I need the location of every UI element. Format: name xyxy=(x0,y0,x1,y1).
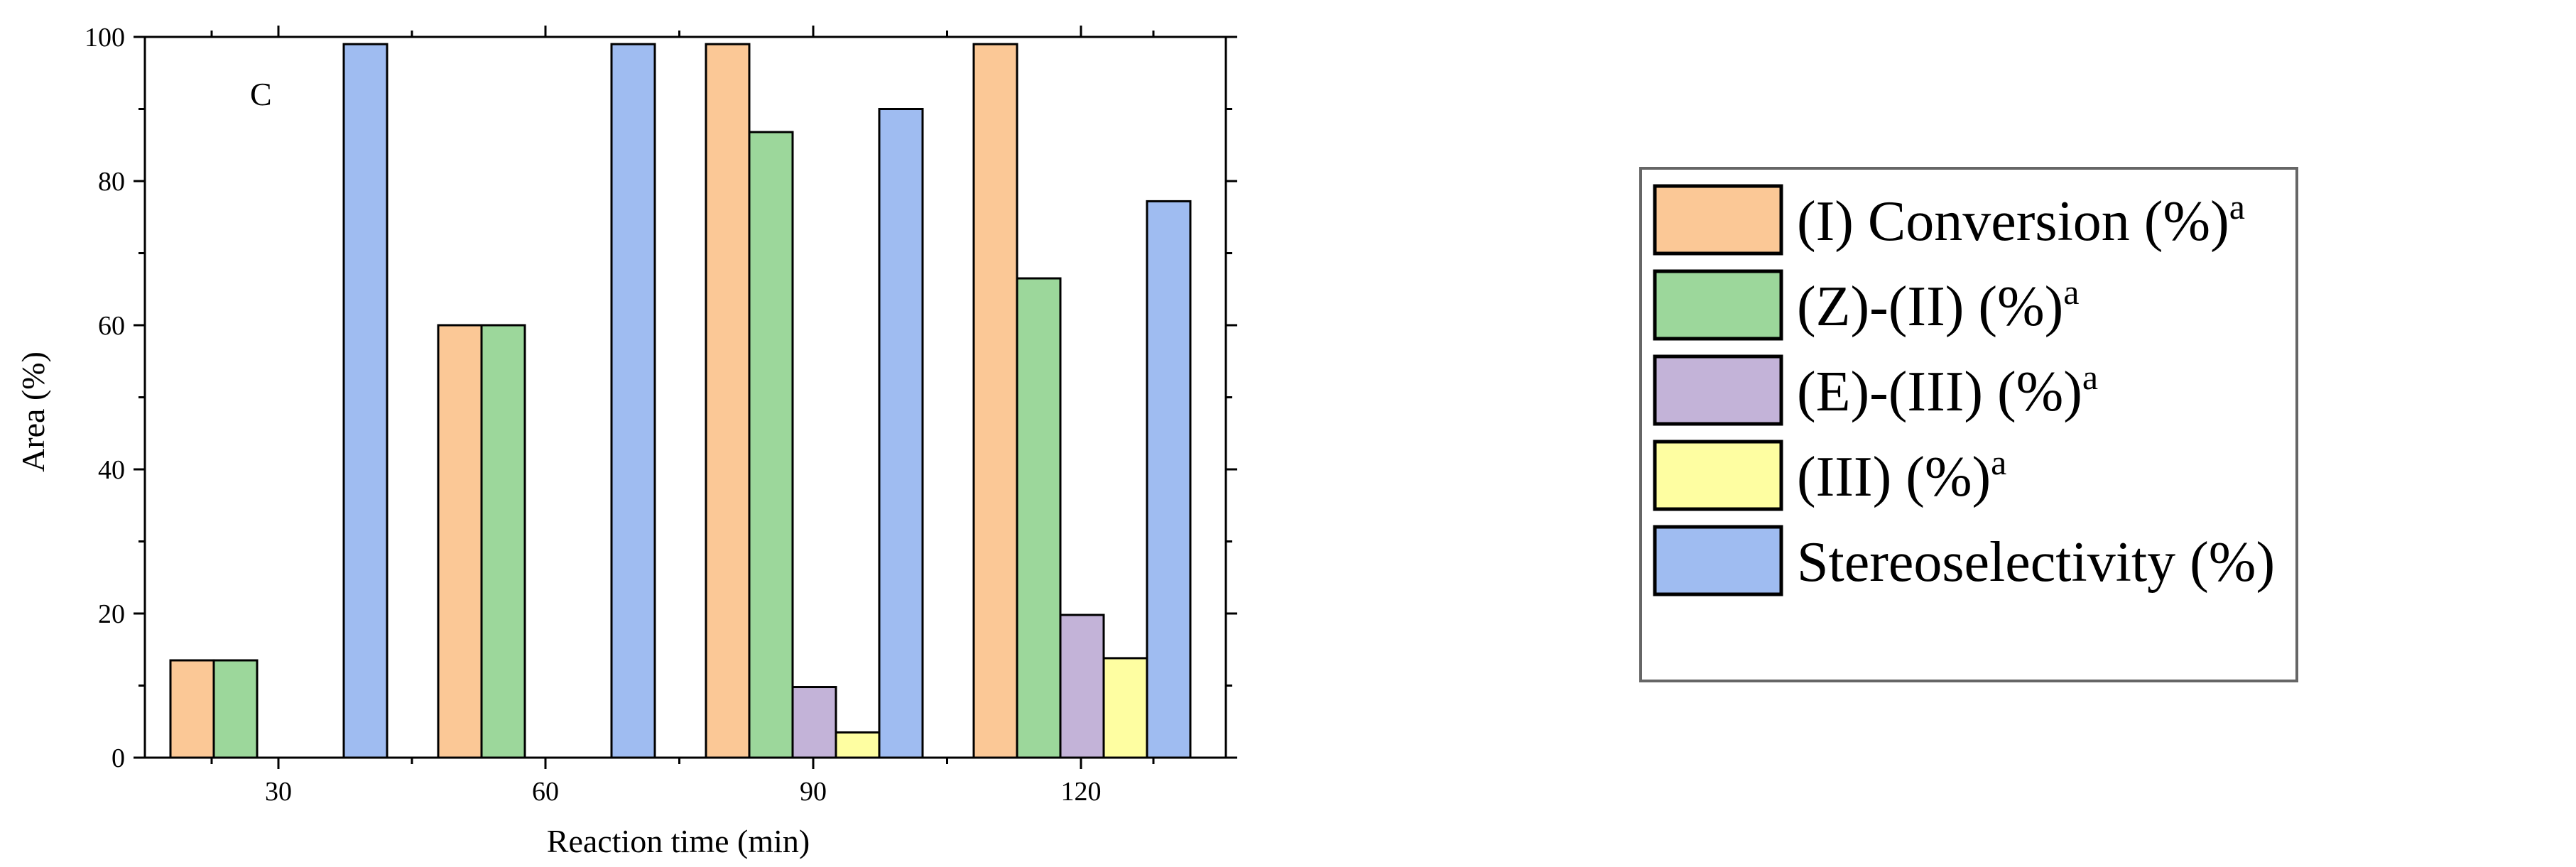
legend-swatch-1 xyxy=(1653,269,1783,341)
legend-label-3: (III) (%)a xyxy=(1797,442,2006,508)
legend-swatch-0 xyxy=(1653,184,1783,256)
y-tick-label-100: 100 xyxy=(85,23,125,53)
legend-label-1: (Z)-(II) (%)a xyxy=(1797,272,2079,338)
legend-superscript-3: a xyxy=(1991,442,2006,482)
bar-30-series-4 xyxy=(342,43,388,759)
axes-layer: 0 20 40 60 80 100 30 60 90 120 xyxy=(85,23,1237,807)
bar-90-series-4 xyxy=(878,108,924,759)
legend-swatch-3 xyxy=(1653,440,1783,511)
legend-label-0: (I) Conversion (%)a xyxy=(1797,187,2245,253)
bar-60-series-0 xyxy=(437,324,483,759)
legend-superscript-2: a xyxy=(2082,357,2098,397)
x-tick-label-120: 120 xyxy=(1061,777,1102,807)
bar-90-series-1 xyxy=(748,131,794,759)
bar-120-series-2 xyxy=(1059,614,1105,759)
y-tick-label-80: 80 xyxy=(98,167,125,197)
panel-label: C xyxy=(250,76,272,112)
y-tick-label-20: 20 xyxy=(98,599,125,629)
y-tick-label-40: 40 xyxy=(98,455,125,485)
bar-30-series-1 xyxy=(212,659,259,759)
legend-superscript-0: a xyxy=(2229,187,2245,227)
y-tick-label-0: 0 xyxy=(112,743,125,773)
legend-items: (I) Conversion (%)a (Z)-(II) (%)a (E)-(III… xyxy=(1653,184,2275,596)
bar-90-series-3 xyxy=(835,731,881,759)
legend-superscript-1: a xyxy=(2063,272,2079,312)
bar-30-series-0 xyxy=(169,659,215,759)
x-axis-title: Reaction time (min) xyxy=(547,823,810,859)
bar-120-series-0 xyxy=(972,43,1018,759)
bar-120-series-1 xyxy=(1016,277,1062,759)
bar-90-series-0 xyxy=(705,43,751,759)
bar-60-series-1 xyxy=(480,324,526,759)
bar-60-series-4 xyxy=(610,43,656,759)
y-axis-title: Area (%) xyxy=(15,351,51,472)
bar-90-series-2 xyxy=(791,686,837,759)
x-tick-label-30: 30 xyxy=(265,777,292,807)
legend: (I) Conversion (%)a (Z)-(II) (%)a (E)-(III… xyxy=(1639,167,2298,682)
legend-label-2: (E)-(III) (%)a xyxy=(1797,357,2098,423)
legend-swatch-2 xyxy=(1653,354,1783,426)
bar-120-series-4 xyxy=(1146,200,1192,759)
y-tick-label-60: 60 xyxy=(98,311,125,341)
x-tick-label-90: 90 xyxy=(800,777,827,807)
bar-120-series-3 xyxy=(1102,657,1148,759)
legend-label-4: Stereoselectivity (%) xyxy=(1797,531,2275,594)
legend-swatch-4 xyxy=(1653,525,1783,596)
x-tick-label-60: 60 xyxy=(532,777,559,807)
bars-layer xyxy=(169,43,1192,759)
